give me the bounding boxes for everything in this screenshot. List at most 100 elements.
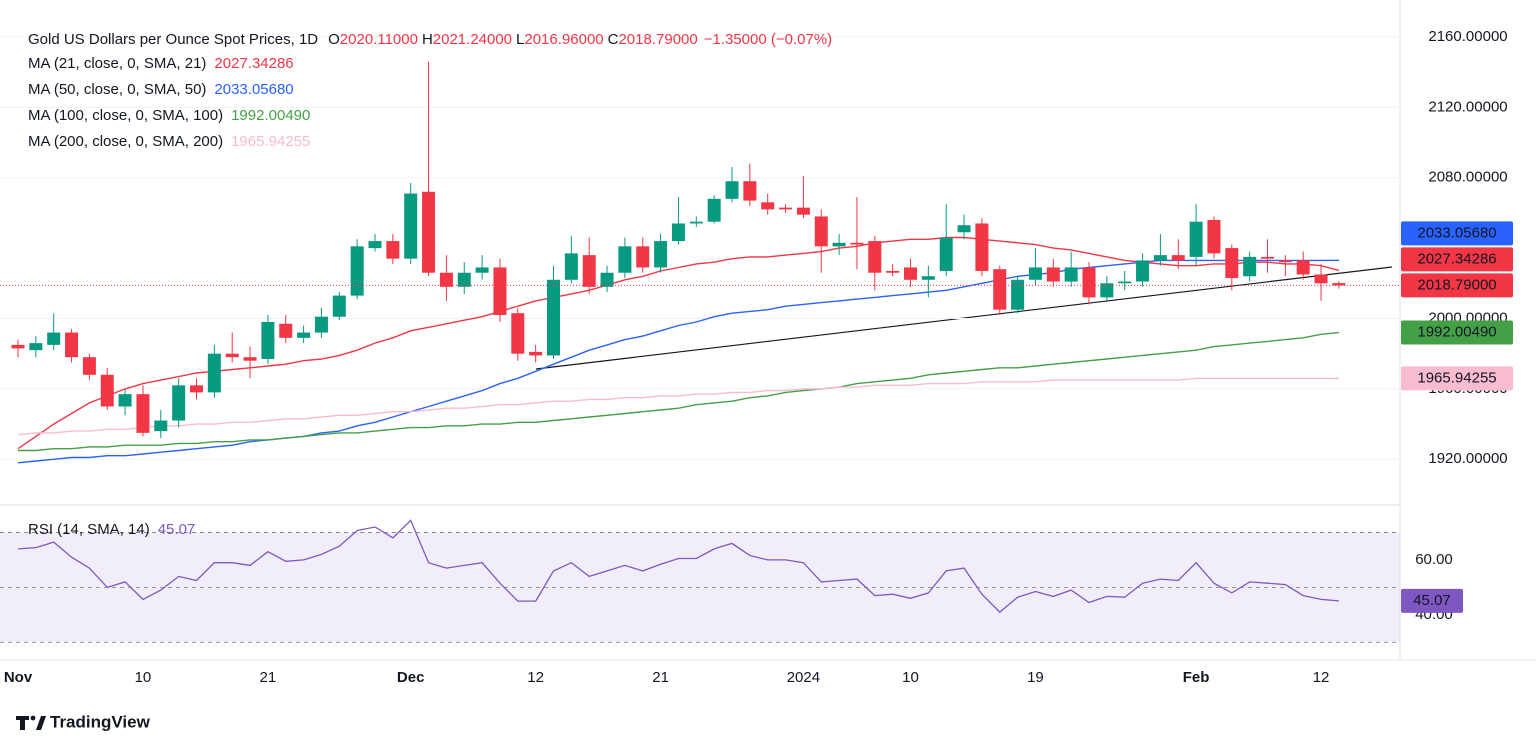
price-badge-label: 2033.05680 [1417,224,1496,241]
candle-body [100,374,114,407]
candle-body [689,221,703,224]
x-tick-label: 2024 [787,669,820,686]
candle-body [993,269,1007,310]
x-tick-label: 12 [1313,669,1330,686]
ohlc-key: O [328,31,340,48]
candle-body [154,420,168,432]
candle-body [190,385,203,393]
candle-body [975,223,989,271]
rsi-badge-label: 45.07 [1413,592,1451,609]
moving-average [17,377,1339,436]
candle-body [1011,279,1025,310]
candle-body [368,241,382,249]
candle-body [172,385,186,421]
y-tick-label: 2080.00000 [1428,169,1507,186]
brand: TradingView [50,712,151,731]
candle-body [118,394,132,407]
candle-body [1314,274,1328,284]
candle-body [725,181,739,199]
candle-body [618,246,632,273]
price-badge [1401,221,1513,246]
ohlc-key: C [608,31,619,48]
moving-average [17,259,1339,464]
rsi-tick-label: 60.00 [1415,551,1453,568]
x-tick-label: Nov [4,669,33,686]
candle-body [1028,267,1042,280]
candle-body [939,237,953,271]
price-badge-label: 1965.94255 [1417,369,1496,386]
legend-header: Gold US Dollars per Ounce Spot Prices, 1… [28,31,832,48]
candle-body [1171,255,1185,261]
candle-body [261,322,275,359]
ma-name: MA (50, close, 0, SMA, 50) [28,81,206,98]
candle-body [904,267,917,280]
candle-body [1046,267,1060,282]
ma-legend: MA (21, close, 0, SMA, 21) 2027.34286 [28,55,294,72]
ohlc-value: 2016.96000 [524,31,603,48]
candle-body [1136,260,1150,282]
ma-name: MA (100, close, 0, SMA, 100) [28,107,223,124]
candle-body [564,253,578,280]
candle-body [671,223,685,242]
rsi-name: RSI (14, SMA, 14) [28,521,150,538]
candle-body [1225,248,1239,279]
price-badge [1401,366,1513,391]
change: −1.35000 (−0.07%) [704,31,832,48]
candle-body [65,332,79,358]
x-tick-label: 10 [902,669,919,686]
candle-body [1261,256,1274,259]
candle-body [779,207,793,210]
candle-body [243,357,257,361]
candle-body [297,332,311,338]
candle-body [29,343,43,351]
candle-body [796,207,810,215]
logo-shape [16,716,29,730]
candle-body [422,191,436,273]
candle-body [225,353,239,358]
candle-body [886,270,900,273]
candle-body [1243,256,1257,277]
candle-body [868,241,882,273]
ma-value: 1965.94255 [231,133,310,150]
candle-body [386,241,400,259]
candle-body [439,272,453,287]
candle-body [1082,267,1096,298]
x-tick-label: Feb [1183,669,1210,686]
candle-body [1296,260,1310,275]
candle-body [511,313,525,354]
price-badge-label: 2018.79000 [1417,276,1496,293]
candle-body [707,198,721,222]
logo-slash [36,716,46,730]
rsi-legend: RSI (14, SMA, 14) 45.07 [28,521,195,538]
y-tick-label: 1920.00000 [1428,450,1507,467]
candle-body [82,357,96,375]
plot-layer: 2160.000002120.000002080.000002000.00000… [0,28,1513,686]
moving-average [17,236,1340,450]
x-tick-label: 10 [135,669,152,686]
ma-value: 2027.34286 [214,55,293,72]
rsi-value: 45.07 [158,521,196,538]
x-tick-label: 21 [260,669,277,686]
candle-body [350,246,364,296]
candle-body [1332,283,1346,286]
candle-body [850,242,864,245]
candle-body [761,202,775,210]
candle-body [814,216,828,247]
candle-body [547,279,560,356]
candle-body [921,276,935,280]
symbol: Gold US Dollars per Ounce Spot Prices, 1… [28,31,318,48]
moving-average [18,331,1339,452]
ma-value: 1992.00490 [231,107,310,124]
candle-body [1118,281,1132,284]
x-tick-label: 21 [652,669,669,686]
candle-body [957,225,971,233]
candle-body [475,267,489,273]
y-tick-label: 2160.00000 [1428,28,1507,45]
candle-body [1278,260,1292,263]
candle-body [207,353,221,393]
candle-body [529,351,543,356]
price-badge [1401,247,1513,272]
candle-body [743,181,757,201]
candle-body [332,295,346,317]
